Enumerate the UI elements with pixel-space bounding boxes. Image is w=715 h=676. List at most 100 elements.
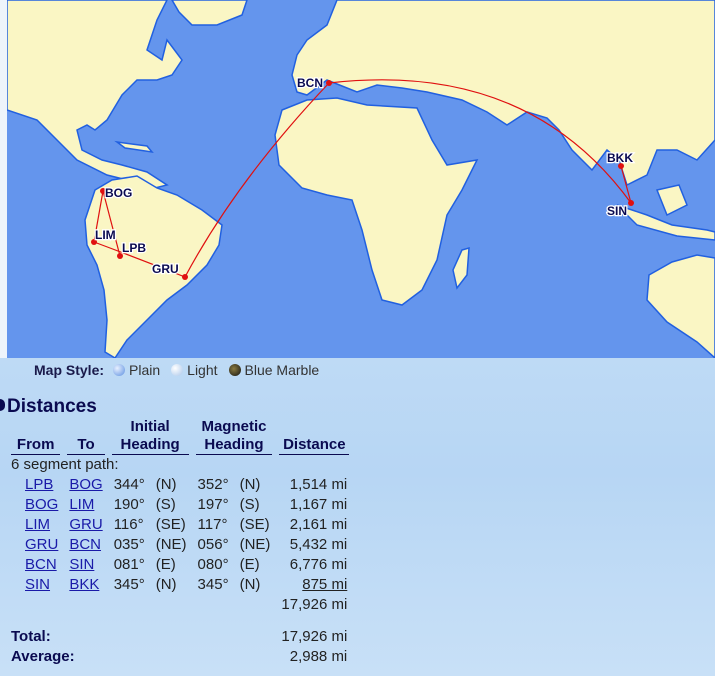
distances-title: Distances [7, 396, 97, 417]
magnetic-heading: 345° [197, 576, 229, 593]
total-row: Total: 17,926 mi [11, 627, 349, 647]
route-bcn-sin [328, 79, 632, 204]
from-airport-link[interactable]: BOG [25, 496, 59, 513]
airport-label-lim: LIM [95, 228, 116, 242]
airport-label-gru: GRU [152, 262, 179, 276]
greenland [171, 0, 248, 26]
route-sin-bkk [620, 165, 632, 204]
subtotal-distance: 17,926 mi [281, 596, 348, 613]
australia [646, 254, 715, 358]
segment-distance: 875 mi [302, 576, 348, 593]
magnetic-direction: (N) [239, 476, 261, 493]
map-style-selector: Map Style: Plain Light Blue Marble [34, 362, 325, 378]
initial-direction: (E) [155, 556, 176, 573]
from-airport-link[interactable]: SIN [25, 576, 51, 593]
south-america [84, 175, 223, 358]
route-gru-bcn [184, 82, 330, 278]
airport-marker-lim[interactable] [91, 239, 97, 245]
magnetic-direction: (NE) [239, 536, 271, 553]
initial-heading: 345° [113, 576, 145, 593]
map-style-light[interactable]: Light [171, 362, 218, 378]
globe-blue-marble-icon [228, 364, 241, 376]
initial-heading: 344° [113, 476, 145, 493]
airport-marker-lpb[interactable] [117, 253, 123, 259]
from-airport-link[interactable]: LPB [25, 476, 54, 493]
segment-distance: 6,776 mi [289, 556, 348, 573]
airport-marker-bog[interactable] [100, 188, 106, 194]
segment-distance: 1,167 mi [289, 496, 348, 513]
map-style-label: Map Style: [34, 362, 105, 378]
left-edge-strip [0, 0, 7, 358]
average-label: Average: [11, 648, 75, 665]
to-airport-link[interactable]: BOG [69, 476, 103, 493]
map-style-plain[interactable]: Plain [113, 362, 160, 378]
initial-heading: 190° [113, 496, 145, 513]
airport-label-sin: SIN [607, 204, 627, 218]
to-airport-link[interactable]: SIN [69, 556, 95, 573]
initial-heading: 116° [113, 516, 144, 533]
to-airport-link[interactable]: BCN [69, 536, 102, 553]
landmasses [7, 0, 715, 358]
segment-distance: 5,432 mi [289, 536, 348, 553]
map-style-light-label: Light [187, 362, 218, 378]
total-distance: 17,926 mi [281, 628, 348, 645]
header-initial-heading: Initial Heading [111, 418, 189, 455]
header-distance: Distance [279, 418, 350, 455]
airport-marker-bcn[interactable] [326, 80, 332, 86]
africa [274, 97, 479, 306]
north-america [7, 0, 183, 191]
airport-marker-sin[interactable] [628, 200, 634, 206]
initial-direction: (SE) [155, 516, 186, 533]
globe-light-icon [171, 364, 184, 376]
initial-direction: (N) [155, 476, 177, 493]
initial-direction: (NE) [155, 536, 187, 553]
magnetic-heading: 056° [197, 536, 229, 553]
table-row: BCN SIN 081° (E) 080° (E) 6,776 mi [11, 555, 349, 575]
map-style-plain-label: Plain [129, 362, 161, 378]
magnetic-heading: 197° [197, 496, 229, 513]
airport-label-bcn: BCN [297, 76, 323, 90]
magnetic-direction: (SE) [239, 516, 270, 533]
route-map[interactable]: BOG LIM LPB GRU BCN BKK SIN [7, 0, 715, 358]
magnetic-heading: 117° [197, 516, 228, 533]
routes [93, 79, 632, 278]
to-airport-link[interactable]: BKK [69, 576, 100, 593]
distances-table: From To Initial Heading Magnetic Heading D… [4, 418, 356, 667]
header-to: To [67, 418, 105, 455]
average-distance: 2,988 mi [289, 648, 348, 665]
to-airport-link[interactable]: LIM [69, 496, 95, 513]
route-lim-gru [93, 241, 186, 278]
magnetic-direction: (E) [239, 556, 260, 573]
borneo [655, 184, 688, 217]
magnetic-heading: 080° [197, 556, 229, 573]
map-style-blue-marble[interactable]: Blue Marble [228, 362, 319, 378]
from-airport-link[interactable]: GRU [25, 536, 59, 553]
route-lpb-bog [102, 190, 121, 257]
table-row: LIM GRU 116° (SE) 117° (SE) 2,161 mi [11, 515, 349, 535]
distances-heading: Distances [0, 396, 97, 418]
cuba [114, 140, 154, 154]
airport-label-bog: BOG [105, 186, 132, 200]
header-from: From [11, 418, 61, 455]
magnetic-direction: (S) [239, 496, 260, 513]
total-label: Total: [11, 628, 51, 645]
airport-marker-bkk[interactable] [618, 163, 624, 169]
from-airport-link[interactable]: BCN [25, 556, 57, 573]
airport-label-lpb: LPB [122, 241, 146, 255]
madagascar [452, 246, 470, 290]
subtotal-row: 17,926 mi [11, 595, 349, 615]
heading-bullet-icon [0, 399, 5, 411]
segment-distance: 1,514 mi [289, 476, 348, 493]
globe-plain-icon [113, 364, 126, 376]
header-magnetic-heading: Magnetic Heading [195, 418, 273, 455]
from-airport-link[interactable]: LIM [25, 516, 51, 533]
airport-label-bkk: BKK [607, 151, 633, 165]
airport-marker-gru[interactable] [182, 274, 188, 280]
initial-heading: 081° [113, 556, 145, 573]
to-airport-link[interactable]: GRU [69, 516, 103, 533]
table-row: SIN BKK 345° (N) 345° (N) 875 mi [11, 575, 349, 595]
magnetic-heading: 352° [197, 476, 229, 493]
route-bog-lim [93, 190, 104, 243]
segment-distance: 2,161 mi [289, 516, 348, 533]
eurasia [291, 0, 715, 187]
